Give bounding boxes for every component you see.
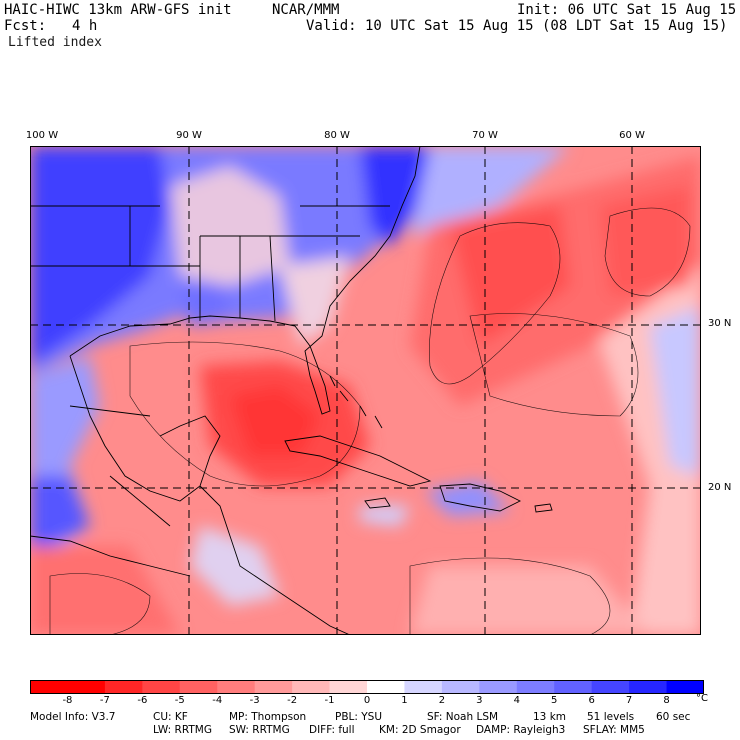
- shortwave-scheme: SW: RRTMG: [229, 724, 290, 736]
- colorbar-tick-label: -3: [249, 695, 260, 706]
- coastlines: [30, 146, 553, 635]
- colorbar-tick-label: -8: [62, 695, 73, 706]
- lat-lon-grid: [30, 146, 701, 635]
- lon-label: 80 W: [324, 130, 350, 141]
- colorbar-tick-label: 5: [551, 695, 558, 706]
- pbl-scheme: PBL: YSU: [335, 711, 383, 723]
- colorbar-bin: [217, 680, 256, 694]
- colorbar-bin: [479, 680, 518, 694]
- colorbar-bin: [591, 680, 630, 694]
- colorbar-tick-label: -4: [212, 695, 223, 706]
- damping-option: DAMP: Rayleigh3: [476, 724, 566, 736]
- field-shading: [30, 146, 701, 635]
- grid-spacing: 13 km: [533, 711, 567, 723]
- lon-label: 60 W: [619, 130, 645, 141]
- microphysics-scheme: MP: Thompson: [229, 711, 307, 723]
- organization: NCAR/MMM: [272, 2, 340, 18]
- lon-label: 90 W: [176, 130, 202, 141]
- colorbar-tick-label: 8: [663, 695, 670, 706]
- colorbar-bin: [67, 680, 106, 694]
- colorbar-bin: [292, 680, 331, 694]
- colorbar-bin: [554, 680, 593, 694]
- lon-label: 70 W: [472, 130, 498, 141]
- colorbar-bin: [329, 680, 368, 694]
- surface-scheme: SF: Noah LSM: [427, 711, 499, 723]
- colorbar-bin: [254, 680, 293, 694]
- time-step: 60 sec: [656, 711, 691, 723]
- vertical-levels: 51 levels: [587, 711, 635, 723]
- lon-label: 100 W: [25, 130, 59, 141]
- contours: [49, 207, 691, 635]
- lat-label: 20 N: [708, 482, 732, 493]
- colorbar-tick-label: 1: [401, 695, 408, 706]
- colorbar-bin: [104, 680, 143, 694]
- colorbar-bin: [142, 680, 181, 694]
- colorbar-tick-label: 7: [625, 695, 633, 706]
- forecast-hours: 4 h: [72, 18, 98, 34]
- colorbar-tick-label: 3: [476, 695, 483, 706]
- colorbar-bin: [30, 680, 68, 694]
- forecast-label: Fcst:: [4, 18, 47, 34]
- colorbar-bin: [367, 680, 405, 694]
- colorbar-tick-label: 2: [438, 695, 446, 706]
- map-frame: [30, 146, 701, 635]
- colorbar-tick-label: 6: [588, 695, 595, 706]
- init-time: Init: 06 UTC Sat 15 Aug 15: [517, 2, 737, 18]
- colorbar-tick-label: 4: [513, 695, 520, 706]
- diffusion-option: DIFF: full: [309, 724, 355, 736]
- colorbar-tick-label: -6: [137, 695, 148, 706]
- longwave-scheme: LW: RRTMG: [153, 724, 212, 736]
- colorbar-bin: [441, 680, 480, 694]
- lifted-index-map: [30, 146, 701, 635]
- field-name: Lifted index: [8, 35, 102, 50]
- lat-label: 30 N: [708, 318, 732, 329]
- model-info: Model Info: V3.7: [30, 711, 116, 723]
- colorbar-bin: [516, 680, 555, 694]
- eddy-option: KM: 2D Smagor: [379, 724, 461, 736]
- cumulus-scheme: CU: KF: [153, 711, 188, 723]
- colorbar-tick-label: -5: [174, 695, 185, 706]
- colorbar-unit: °C: [696, 693, 708, 704]
- colorbar-tick-label: 0: [363, 695, 371, 706]
- colorbar-bin: [179, 680, 218, 694]
- colorbar-bin: [629, 680, 668, 694]
- colorbar-bin: [666, 680, 704, 694]
- colorbar-bin: [404, 680, 443, 694]
- colorbar-tick-label: -1: [324, 695, 335, 706]
- colorbar-tick-label: -2: [287, 695, 298, 706]
- model-title: HAIC-HIWC 13km ARW-GFS init: [4, 2, 232, 18]
- valid-time: Valid: 10 UTC Sat 15 Aug 15 (08 LDT Sat …: [306, 18, 728, 34]
- colorbar: [30, 680, 704, 694]
- surface-layer-scheme: SFLAY: MM5: [583, 724, 645, 736]
- colorbar-tick-label: -7: [99, 695, 110, 706]
- colorbar-frame: [30, 680, 704, 694]
